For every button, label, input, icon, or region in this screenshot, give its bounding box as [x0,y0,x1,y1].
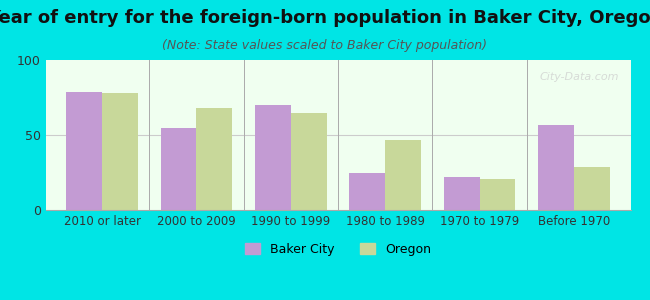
Bar [349,172,385,210]
Text: City-Data.com: City-Data.com [540,72,619,82]
Bar [102,93,138,210]
Text: (Note: State values scaled to Baker City population): (Note: State values scaled to Baker City… [162,39,488,52]
Bar [161,128,196,210]
Bar [574,167,610,210]
Legend: Baker City, Oregon: Baker City, Oregon [240,238,436,261]
Text: Year of entry for the foreign-born population in Baker City, Oregon: Year of entry for the foreign-born popul… [0,9,650,27]
Bar [444,177,480,210]
Bar [255,105,291,210]
Bar [196,108,232,210]
Bar [480,178,515,210]
Bar [385,140,421,210]
Bar [291,112,327,210]
Bar [538,124,574,210]
Bar [66,92,102,210]
